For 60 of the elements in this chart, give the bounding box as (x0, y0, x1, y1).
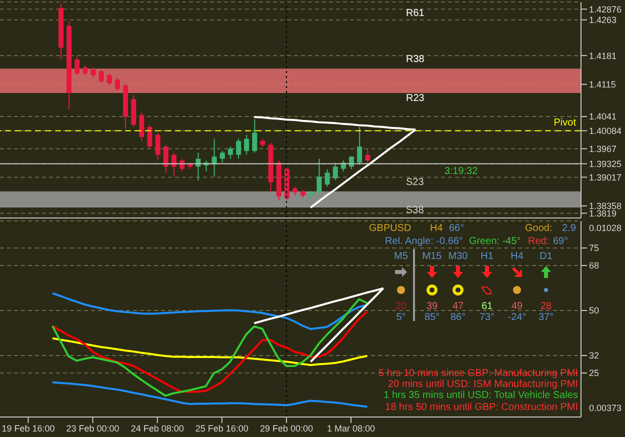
annotation: 61 (481, 301, 493, 313)
annotation: 5° (396, 312, 406, 324)
annotation: 20 mins until USD: ISM Manufacturing PMI (388, 379, 578, 390)
x-tick-label: 29 Feb 00:00 (260, 423, 313, 434)
y-tick-label: 1.3967 (589, 144, 617, 154)
annotation: 47 (452, 301, 464, 313)
annotation: GBPUSD (369, 223, 412, 235)
annotation: R61 (406, 8, 424, 20)
annotation: R38 (406, 54, 424, 66)
annotation: 86° (450, 312, 466, 324)
annotation: D1 (540, 251, 552, 263)
y-tick-label: 75 (589, 243, 600, 254)
annotation: Green: -45° (469, 236, 521, 248)
annotation: 37° (538, 312, 554, 324)
annotation: H4 (430, 223, 443, 235)
y-tick-label: 50 (589, 306, 600, 316)
annotation: 3:19:32 (444, 166, 478, 178)
x-tick-label: 25 Feb 16:00 (195, 423, 248, 434)
y-tick-label: 1.4181 (589, 50, 617, 61)
annotation: S38 (406, 205, 424, 217)
ref-line-label: Pivot (554, 118, 576, 129)
annotation: 66° (449, 223, 464, 235)
y-tick-label: 1.39017 (589, 172, 622, 182)
annotation: H4 (510, 251, 524, 263)
annotation: S23 (406, 177, 424, 189)
annotation: M15 (422, 251, 442, 263)
annotation: H1 (480, 251, 494, 263)
y-tick-label: 68 (589, 260, 600, 271)
annotation: 39 (426, 301, 438, 313)
annotation: 18 hrs 50 mins until GBP: Construction PMI (385, 402, 578, 414)
annotation: 2.9 (562, 223, 576, 235)
y2-tick-label: 0.00373 (589, 403, 622, 414)
annotation: -24° (508, 312, 526, 324)
x-tick-label: 23 Feb 00:00 (66, 423, 120, 434)
annotation: 49 (511, 301, 523, 313)
annotation: 69° (553, 236, 568, 248)
y-tick-label: 1.42876 (589, 4, 622, 14)
y-tick-label: 32 (589, 350, 600, 361)
y-tick-label: 1.4115 (589, 80, 616, 90)
y2-tick-label: 0.01028 (589, 223, 622, 234)
x-tick-label: 19 Feb 16:00 (2, 423, 55, 434)
annotation: 20 (395, 301, 407, 313)
annotation: R23 (406, 93, 424, 105)
x-tick-label: 1 Mar 08:00 (327, 423, 376, 434)
annotation: Red: (528, 236, 550, 248)
annotation: M30 (448, 251, 468, 263)
y-tick-label: 1.39325 (589, 158, 622, 169)
annotation: 1 hrs 35 mins until USD: Total Vehicle Sales (384, 390, 578, 402)
annotation: M5 (394, 251, 408, 263)
annotation: Rel. Angle: -0.66° (385, 236, 463, 248)
x-tick-label: 24 Feb 08:00 (130, 423, 184, 434)
y-tick-label: 25 (589, 368, 600, 378)
annotation: 5 hrs 10 mins since GBP: Manufacturing PMI (378, 368, 578, 380)
annotation: 85° (424, 312, 440, 324)
annotation: Good: (525, 223, 552, 235)
annotation: 28 (540, 301, 552, 313)
y-tick-label: 1.40084 (589, 126, 622, 136)
annotation: 73° (479, 312, 495, 324)
y-tick-label: 1.4263 (589, 15, 617, 26)
y-tick-label: 1.4041 (589, 112, 617, 122)
